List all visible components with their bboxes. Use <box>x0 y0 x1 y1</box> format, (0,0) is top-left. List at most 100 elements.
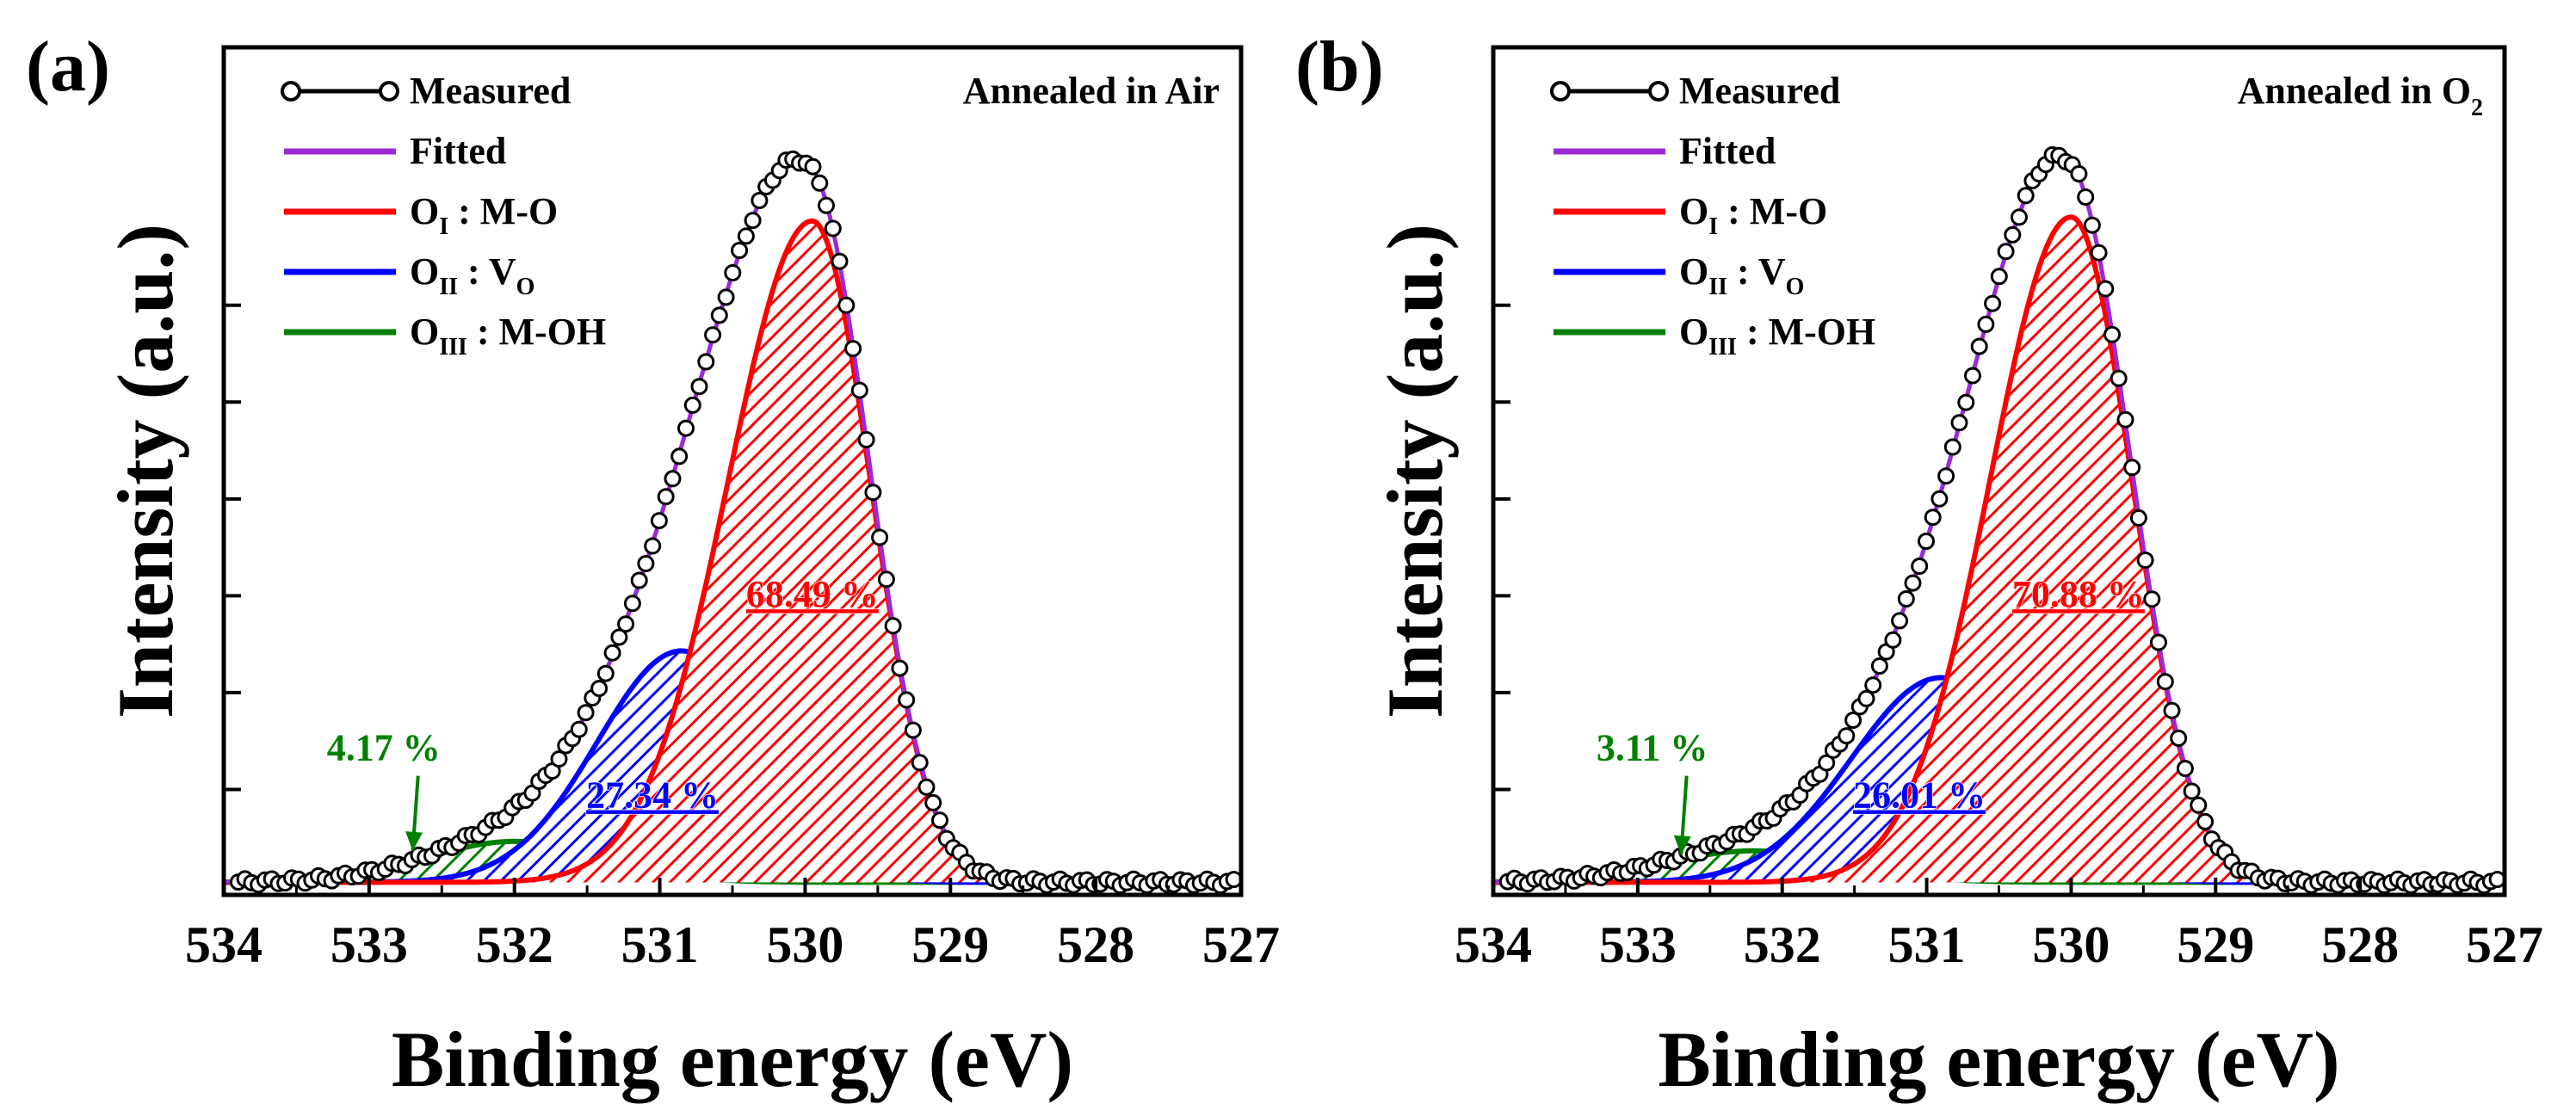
legend-label-main: O <box>1679 190 1708 232</box>
legend-label-o3: OIII : M-OH <box>410 311 606 361</box>
y-axis-title: Intensity (a.u.) <box>1371 224 1459 718</box>
legend-marker <box>1648 81 1669 102</box>
x-tick-label: 534 <box>185 916 263 973</box>
legend-marker <box>379 81 399 102</box>
legend-label-o2: OII : VO <box>410 250 534 300</box>
component-area-o1 <box>224 220 1241 883</box>
legend-item-o3: OIII : M-OH <box>284 311 606 361</box>
measured-point <box>650 512 668 530</box>
measured-point <box>1943 438 1961 456</box>
legend-item-o2: OII : VO <box>1554 250 1804 300</box>
measured-point <box>2011 208 2028 226</box>
measured-point <box>1864 676 1882 694</box>
measured-point <box>811 174 829 192</box>
measured-point <box>857 431 875 448</box>
measured-point <box>670 447 689 466</box>
measured-point <box>871 528 889 546</box>
measured-point <box>1870 657 1888 675</box>
measured-point <box>2110 369 2128 387</box>
x-tick-label: 533 <box>330 916 408 973</box>
legend-label-rest: : V <box>1727 250 1786 293</box>
legend-label-main: Measured <box>410 70 571 112</box>
panel-b: (b) 70.88 % 26.01 % 3.11 % 534 533 532 531 530 52… <box>1295 27 2543 1103</box>
measured-point <box>2097 280 2115 298</box>
measured-point <box>637 555 655 572</box>
legend-label-sub: III <box>1708 334 1737 361</box>
legend-label-fitted: Fitted <box>1679 130 1776 172</box>
measured-point <box>550 750 568 768</box>
legend-label-sub: I <box>1708 213 1718 240</box>
measured-point <box>2156 673 2174 691</box>
measured-point <box>690 378 708 396</box>
legend-label-o2: OII : VO <box>1679 250 1804 300</box>
measured-point <box>610 628 628 646</box>
legend-item-fitted: Fitted <box>1554 130 1776 172</box>
measured-point <box>911 754 929 772</box>
measured-point <box>683 396 701 414</box>
percent-label-o3: 3.11 % <box>1597 727 1708 769</box>
measured-point <box>1857 689 1875 707</box>
measured-point <box>898 691 916 709</box>
measured-point <box>804 157 822 176</box>
measured-point <box>697 353 715 371</box>
legend-label-main: O <box>410 190 439 232</box>
measured-point <box>1918 533 1935 550</box>
percent-label-o1: 68.49 % <box>746 573 879 615</box>
measured-point <box>623 595 641 613</box>
measured-point <box>818 196 835 214</box>
measured-point <box>917 778 936 796</box>
measured-point <box>831 252 849 270</box>
legend-label-fitted: Fitted <box>410 130 506 172</box>
measured-point <box>1964 367 1981 385</box>
legend-label-main: O <box>410 311 439 353</box>
measured-point <box>644 537 662 555</box>
panel-label: (b) <box>1295 27 1384 107</box>
measured-point <box>904 721 922 739</box>
measured-series <box>229 150 1243 894</box>
measured-point <box>1970 337 1988 355</box>
measured-point <box>1844 712 1863 729</box>
legend-label-main: Fitted <box>1679 130 1776 172</box>
x-tick-label: 527 <box>2466 916 2543 973</box>
measured-point <box>2077 188 2095 206</box>
legend-item-measured: Measured <box>281 70 571 112</box>
x-tick-label: 532 <box>476 916 553 973</box>
measured-point <box>837 296 856 314</box>
measured-point <box>2150 633 2167 651</box>
x-axis-title: Binding energy (eV) <box>1658 1015 2339 1103</box>
measured-point <box>570 720 588 738</box>
measured-point <box>596 664 615 682</box>
panel-a: (a) 68.49 % 27.34 % 4.17 % 534 533 532 531 530 52… <box>26 27 1280 1103</box>
legend-label-measured: Measured <box>1679 70 1840 112</box>
measured-point <box>717 288 735 306</box>
measured-point <box>731 242 749 259</box>
measured-point <box>2183 782 2201 800</box>
legend-item-measured: Measured <box>1550 70 1840 112</box>
legend-label-rest: : M-OH <box>467 311 606 353</box>
measured-point <box>657 488 675 506</box>
legend-label-main: O <box>1679 250 1708 293</box>
measured-point <box>677 419 695 437</box>
measured-point <box>1950 414 1968 432</box>
measured-point <box>630 571 648 589</box>
measured-point <box>850 381 868 399</box>
legend-item-fitted: Fitted <box>284 130 506 172</box>
legend-label-sub: II <box>1708 274 1727 300</box>
measured-point <box>931 811 948 829</box>
legend-label-rest: : M-O <box>1718 190 1827 232</box>
percent-label-o2: 26.01 % <box>1853 774 1986 817</box>
measured-series <box>1498 146 2506 894</box>
measured-point <box>737 227 755 245</box>
panel-label: (a) <box>26 27 110 107</box>
measured-point <box>1911 558 1929 575</box>
y-axis-title: Intensity (a.u.) <box>102 224 189 718</box>
percent-label-o3: 4.17 % <box>327 727 441 769</box>
measured-point <box>2143 590 2161 608</box>
legend-label-sub2: O <box>516 274 535 300</box>
measured-point <box>1997 243 2015 261</box>
legend-label-sub2: O <box>1786 274 1805 300</box>
x-tick-label: 528 <box>1057 916 1134 973</box>
legend-label-main: Measured <box>1679 70 1840 112</box>
